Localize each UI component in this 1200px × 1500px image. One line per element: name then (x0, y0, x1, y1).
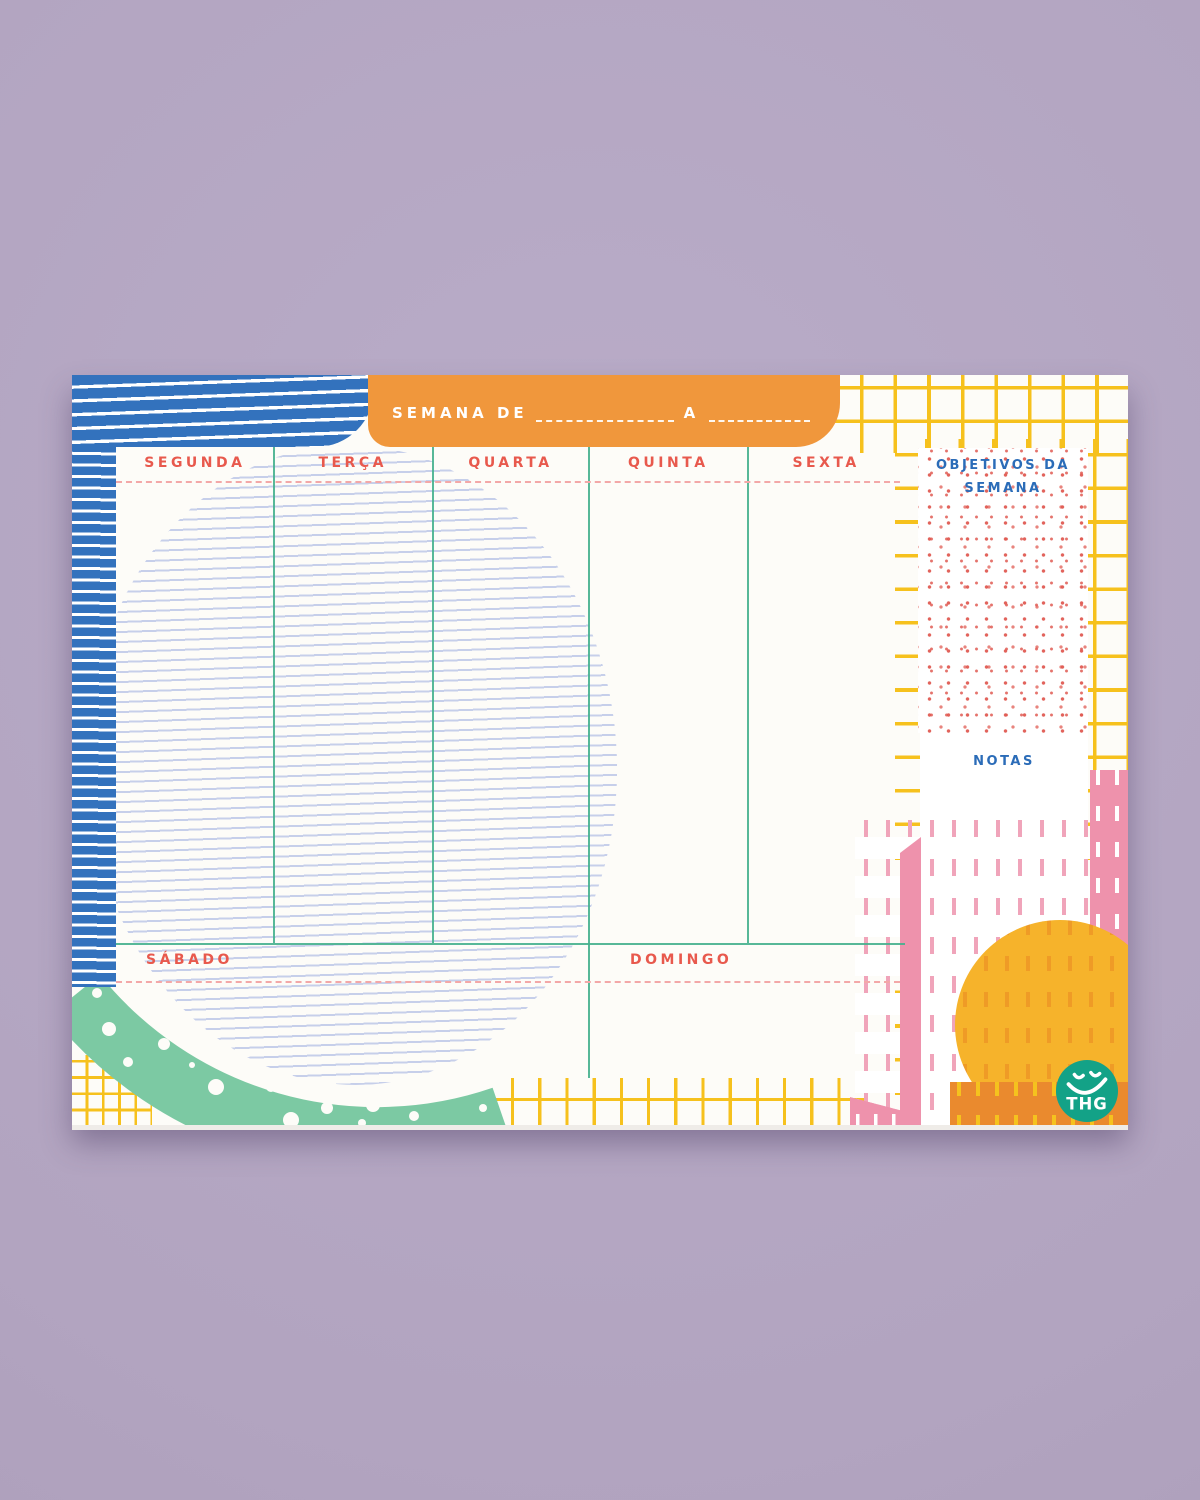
saturday-header: SÁBADO (146, 952, 233, 968)
yellow-grid-pattern-bottom (487, 1078, 867, 1125)
objectives-title: OBJETIVOS DA SEMANA (935, 458, 1070, 496)
weekly-planner-pad: SEMANA DE A SEGUNDA TERÇA QUARTA QUINTA … (72, 375, 1128, 1125)
quinta-column (589, 447, 747, 943)
weekday-header-row: SEGUNDA TERÇA QUARTA QUINTA SEXTA (116, 455, 905, 477)
weekend-header-underline (116, 981, 900, 983)
day-header-quarta: QUARTA (468, 455, 553, 471)
week-banner: SEMANA DE A (368, 375, 840, 447)
day-header-terca: TERÇA (318, 455, 387, 471)
column-divider-2 (432, 447, 434, 943)
day-header-segunda: SEGUNDA (144, 455, 246, 471)
column-divider-4 (747, 447, 749, 943)
column-divider-1 (273, 447, 275, 943)
weekday-weekend-separator (116, 943, 905, 945)
day-header-sexta: SEXTA (792, 455, 860, 471)
day-header-quinta: QUINTA (628, 455, 709, 471)
week-label: SEMANA DE (392, 404, 528, 422)
blue-lined-block (72, 375, 374, 447)
sunday-header: DOMINGO (630, 952, 733, 968)
terca-column (274, 447, 432, 943)
green-speckled-arc (72, 974, 506, 1125)
quarta-column (432, 447, 590, 943)
weekday-header-underline (116, 481, 900, 483)
thg-smiley-logo: THG (1055, 1059, 1119, 1123)
weekday-columns-area (116, 447, 905, 943)
weekend-divider (588, 943, 590, 1078)
sexta-column (747, 447, 905, 943)
notes-title: NOTAS (973, 754, 1035, 769)
blue-lined-strip (72, 375, 116, 987)
week-start-line (535, 404, 674, 422)
pink-vertical-bar (900, 837, 921, 1125)
logo-text: THG (1066, 1094, 1107, 1113)
week-end-line (709, 404, 810, 422)
column-divider-3 (588, 447, 590, 943)
objectives-dotted-panel (918, 448, 1088, 733)
segunda-column (116, 447, 274, 943)
week-connector: A (683, 404, 700, 422)
